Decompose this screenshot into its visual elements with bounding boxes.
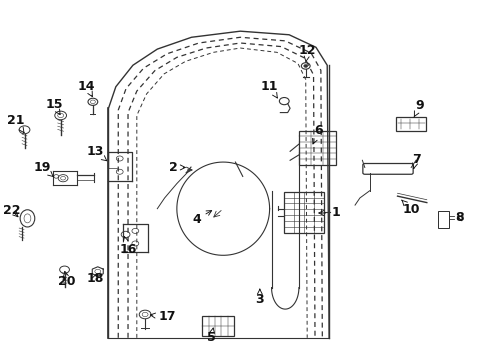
Text: 20: 20	[58, 271, 76, 288]
Text: 5: 5	[207, 328, 216, 344]
Text: 12: 12	[299, 44, 317, 62]
Text: 9: 9	[414, 99, 424, 117]
Text: 15: 15	[45, 98, 63, 114]
Text: 18: 18	[86, 272, 103, 285]
Text: 13: 13	[86, 145, 107, 161]
Text: 4: 4	[192, 211, 212, 226]
Text: 19: 19	[34, 161, 53, 177]
Text: 6: 6	[313, 124, 323, 144]
Text: 2: 2	[169, 161, 185, 174]
Text: 21: 21	[7, 114, 24, 133]
Text: 8: 8	[456, 211, 465, 224]
Text: 1: 1	[319, 207, 340, 220]
Text: 16: 16	[120, 237, 137, 256]
Text: 22: 22	[3, 204, 21, 217]
Text: 10: 10	[402, 200, 420, 216]
Text: 3: 3	[255, 289, 264, 306]
Text: 14: 14	[78, 80, 95, 96]
Text: 11: 11	[261, 80, 278, 98]
Text: 17: 17	[150, 310, 176, 324]
Text: 7: 7	[412, 153, 420, 168]
Circle shape	[304, 64, 308, 67]
